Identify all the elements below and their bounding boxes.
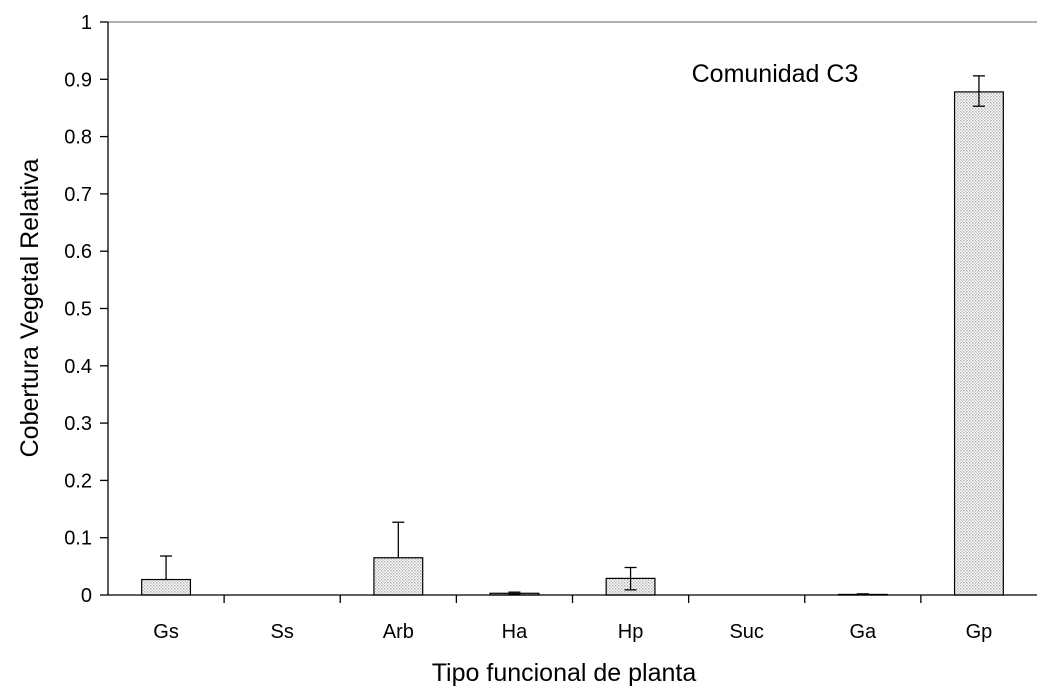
y-tick-label: 1 <box>81 12 92 34</box>
x-tick-label: Ga <box>849 621 877 643</box>
y-tick-label: 0.9 <box>64 69 92 91</box>
x-tick-label: Suc <box>729 621 763 643</box>
y-tick-label: 0.7 <box>64 184 92 206</box>
y-tick-label: 0.5 <box>64 299 92 321</box>
y-tick-label: 0.3 <box>64 413 92 435</box>
x-axis-title: Tipo funcional de planta <box>432 659 697 687</box>
y-tick-label: 0.1 <box>64 528 92 550</box>
y-tick-label: 0.4 <box>64 356 92 378</box>
error-bars <box>160 75 985 596</box>
x-tick-label: Hp <box>618 621 644 643</box>
y-axis-title: Cobertura Vegetal Relativa <box>16 159 44 458</box>
bars <box>141 91 1004 596</box>
x-tick-label: Ha <box>502 621 528 643</box>
chart-annotation: Comunidad C3 <box>692 60 859 88</box>
y-tick-label: 0.8 <box>64 127 92 149</box>
x-axis-ticks: Gs Ss Arb Ha Hp Suc Ga Gp <box>153 595 992 643</box>
bar-gs <box>141 578 192 596</box>
y-axis-ticks: 0 0.1 0.2 0.3 0.4 0.5 0.6 0.7 0.8 0.9 1 <box>64 12 108 607</box>
bar-arb <box>373 557 424 596</box>
x-tick-label: Ss <box>271 621 294 643</box>
y-tick-label: 0.6 <box>64 241 92 263</box>
bar-gp <box>953 91 1004 596</box>
x-tick-label: Gs <box>153 621 179 643</box>
x-tick-label: Gp <box>966 621 993 643</box>
x-tick-label: Arb <box>383 621 414 643</box>
y-tick-label: 0.2 <box>64 470 92 492</box>
y-tick-label: 0 <box>81 585 92 607</box>
